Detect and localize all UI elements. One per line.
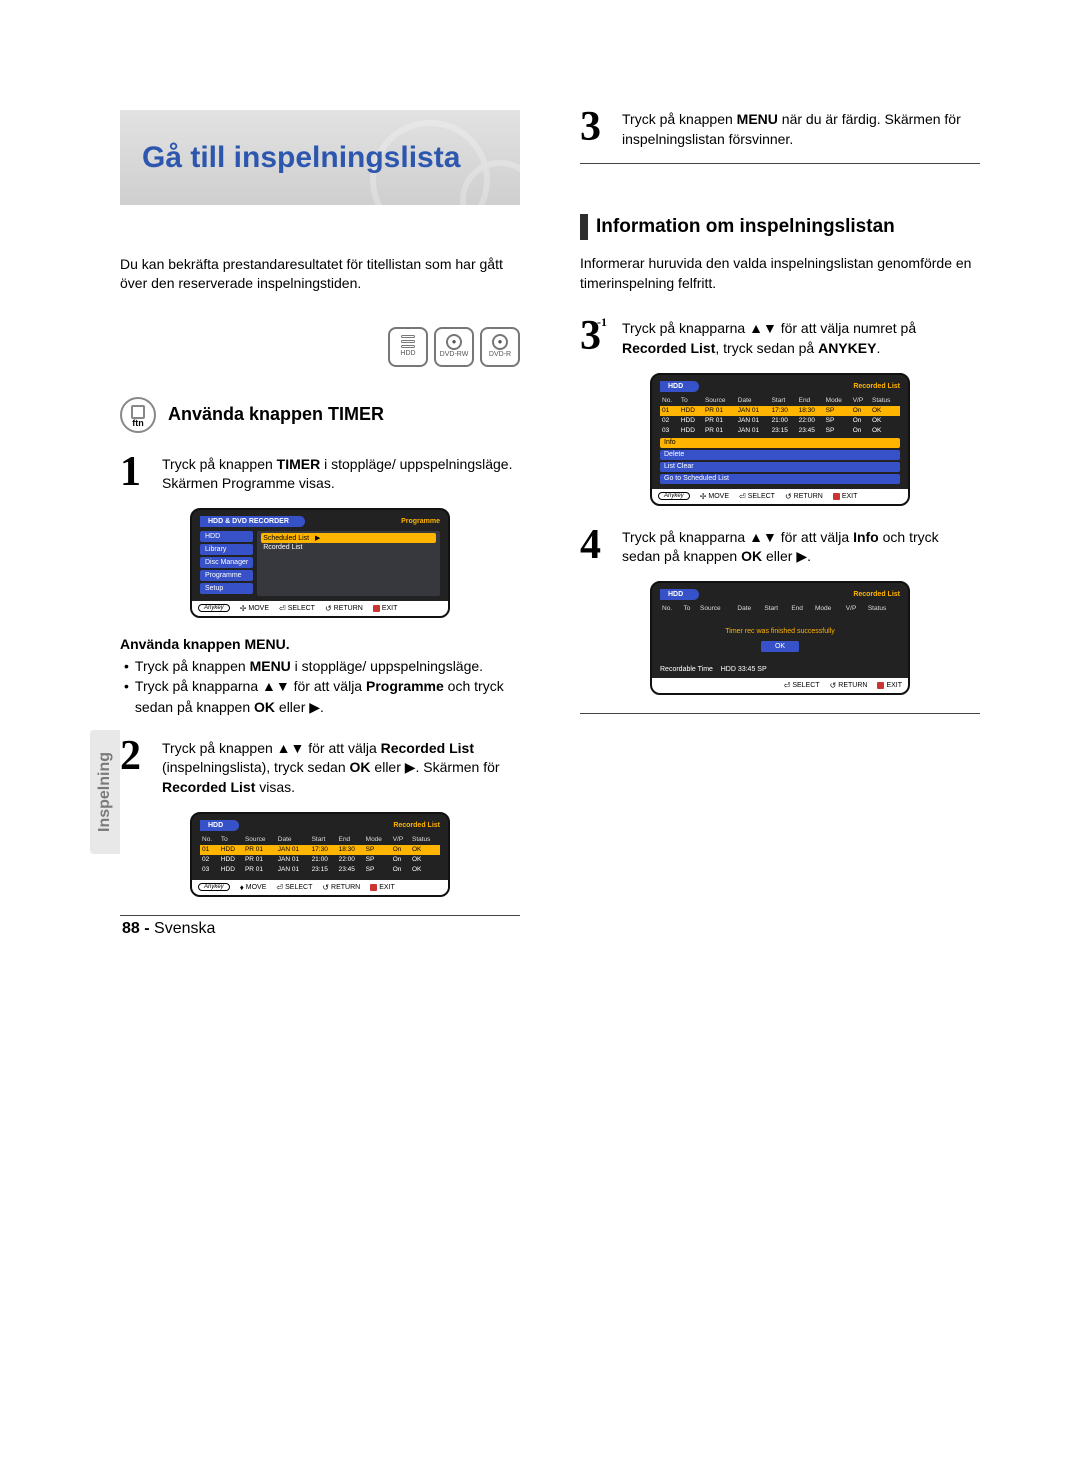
- context-menu: Info Delete List Clear Go to Scheduled L…: [660, 438, 900, 484]
- separator: [580, 713, 980, 714]
- separator: [120, 915, 520, 916]
- step-1: 1 Tryck på knappen TIMER i stoppläge/ up…: [120, 455, 520, 494]
- timer-badge-icon: ftn: [120, 397, 156, 433]
- ok-button: OK: [761, 641, 799, 652]
- screen-recorded-list: HDD Recorded List No.ToSourceDateStartEn…: [190, 812, 450, 897]
- step-2: 2 Tryck på knappen ▲▼ för att välja Reco…: [120, 739, 520, 798]
- step-number: 4: [580, 528, 616, 567]
- step-3-1: 3-1 Tryck på knapparna ▲▼ för att välja …: [580, 319, 980, 358]
- recorded-table: No.ToSourceDateStartEndModeV/PStatus 01H…: [200, 835, 440, 875]
- media-icons: HDD ●DVD-RW ●DVD-R: [120, 327, 520, 367]
- menu-bullets: •Tryck på knappen MENU i stoppläge/ upps…: [124, 656, 520, 717]
- hdd-icon: HDD: [388, 327, 428, 367]
- success-message: Timer rec was finished successfully OK: [660, 614, 900, 662]
- intro-text: Du kan bekräfta prestandaresultatet för …: [120, 255, 520, 293]
- screen-side-menu: HDD Library Disc Manager Programme Setup: [200, 531, 253, 596]
- step-3: 3 Tryck på knappen MENU när du är färdig…: [580, 110, 980, 149]
- step-number: 2: [120, 739, 156, 798]
- info-desc: Informerar huruvida den valda inspelning…: [580, 254, 980, 293]
- timer-heading: Använda knappen TIMER: [168, 404, 384, 425]
- step-number: 1: [120, 455, 156, 494]
- screen-programme: HDD & DVD RECORDER Programme HDD Library…: [190, 508, 450, 618]
- side-tab: Inspelning: [90, 730, 120, 854]
- info-heading: Information om inspelningslistan: [596, 216, 895, 238]
- info-section-head: Information om inspelningslistan: [580, 214, 980, 240]
- separator: [580, 163, 980, 164]
- page-banner: Gå till inspelningslista: [120, 110, 520, 205]
- timer-section-head: ftn Använda knappen TIMER: [120, 397, 520, 433]
- screen-success: HDD Recorded List No.ToSourceDateStartEn…: [650, 581, 910, 695]
- menu-subhead: Använda knappen MENU.: [120, 636, 520, 652]
- step-number: 3-1: [580, 319, 616, 358]
- step-number: 3: [580, 110, 616, 149]
- step-4: 4 Tryck på knapparna ▲▼ för att välja In…: [580, 528, 980, 567]
- banner-title: Gå till inspelningslista: [142, 141, 460, 175]
- dvdr-icon: ●DVD-R: [480, 327, 520, 367]
- screen-context-menu: HDD Recorded List No.ToSourceDateStartEn…: [650, 373, 910, 506]
- dvdrw-icon: ●DVD-RW: [434, 327, 474, 367]
- page-footer: 88 - Svenska: [122, 920, 215, 938]
